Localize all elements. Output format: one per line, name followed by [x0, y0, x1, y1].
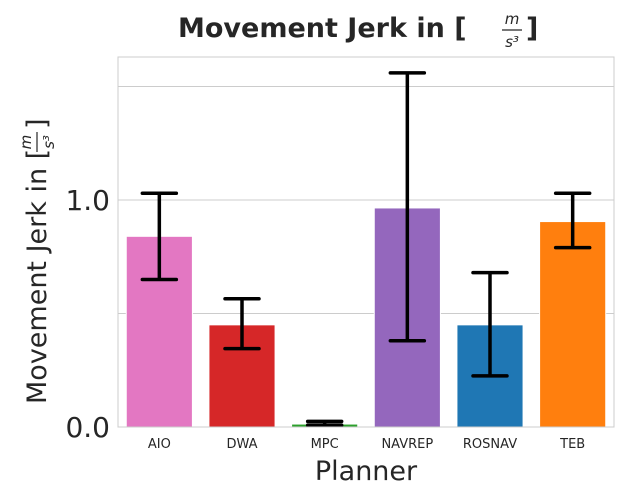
y-tick-labels: 0.0 1.0	[65, 184, 110, 444]
plot-frame	[117, 56, 615, 428]
x-tick-label-rosnav: ROSNAV	[463, 437, 517, 452]
error-bar-rosnav	[471, 270, 509, 378]
error-bar-teb	[553, 191, 592, 250]
error-bars	[140, 71, 592, 427]
y-tick-label: 1.0	[65, 184, 110, 217]
x-tick-label-mpc: MPC	[311, 437, 339, 452]
x-tick-label-aio: AIO	[148, 437, 171, 452]
chart-title: Movement Jerk in [ m s³ ]	[178, 10, 538, 51]
y-axis-label-unit-numerator: m	[17, 135, 35, 150]
x-axis-label: Planner	[315, 456, 418, 487]
y-axis-label: Movement Jerk in [ m s³ ]	[17, 118, 58, 404]
x-tick-labels: AIO DWA MPC NAVREP ROSNAV TEB	[148, 437, 585, 452]
y-axis-label-suffix: ]	[22, 118, 53, 129]
error-bar-navrep	[388, 71, 427, 343]
plot-area	[117, 56, 615, 428]
error-bar-aio	[140, 191, 179, 282]
bar-teb	[539, 221, 607, 428]
x-tick-label-teb: TEB	[559, 437, 585, 452]
x-tick-label-navrep: NAVREP	[381, 437, 433, 452]
plot-background	[118, 57, 614, 427]
x-tick-label-dwa: DWA	[226, 437, 257, 452]
y-tick-label: 0.0	[65, 411, 110, 444]
gridlines	[118, 86, 614, 315]
chart-title-prefix: Movement Jerk in [	[178, 13, 467, 44]
y-axis-label-unit-denominator: s³	[40, 135, 58, 149]
y-axis-label-prefix: Movement Jerk in [	[22, 149, 53, 404]
chart-title-suffix: ]	[526, 13, 538, 44]
chart-title-unit-numerator: m	[505, 10, 520, 28]
error-bar-dwa	[223, 296, 261, 351]
error-bar-mpc	[305, 419, 344, 427]
chart-title-unit-denominator: s³	[505, 33, 519, 51]
